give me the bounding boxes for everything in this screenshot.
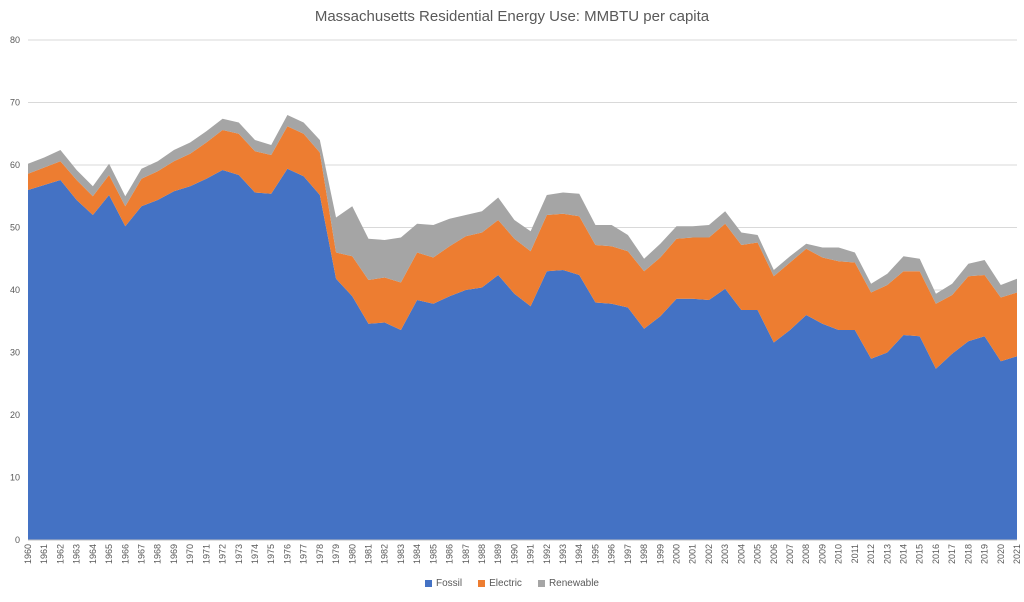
y-tick-label: 80 xyxy=(10,35,20,45)
x-tick-label: 1998 xyxy=(639,544,649,564)
x-tick-label: 2021 xyxy=(1012,544,1022,564)
x-tick-label: 2005 xyxy=(753,544,763,564)
area-fossil xyxy=(28,168,1017,540)
x-tick-label: 1969 xyxy=(169,544,179,564)
x-tick-label: 1966 xyxy=(120,544,130,564)
x-tick-label: 1989 xyxy=(493,544,503,564)
y-tick-label: 20 xyxy=(10,410,20,420)
x-tick-label: 2011 xyxy=(850,544,860,563)
x-tick-label: 1962 xyxy=(55,544,65,564)
x-tick-label: 2006 xyxy=(769,544,779,564)
x-tick-label: 1993 xyxy=(558,544,568,564)
legend: Fossil Electric Renewable xyxy=(0,578,1024,589)
x-tick-label: 2008 xyxy=(801,544,811,564)
y-tick-label: 50 xyxy=(10,223,20,233)
x-tick-label: 1991 xyxy=(526,544,536,564)
x-tick-label: 1972 xyxy=(218,544,228,564)
x-tick-label: 1986 xyxy=(445,544,455,564)
y-tick-label: 60 xyxy=(10,160,20,170)
legend-swatch xyxy=(478,580,486,587)
y-tick-label: 40 xyxy=(10,285,20,295)
x-tick-label: 2012 xyxy=(866,544,876,564)
x-tick-label: 1967 xyxy=(136,544,146,564)
x-tick-label: 1982 xyxy=(380,544,390,564)
x-tick-label: 1996 xyxy=(607,544,617,564)
x-tick-label: 2002 xyxy=(704,544,714,564)
x-tick-label: 2001 xyxy=(688,544,698,564)
x-tick-label: 2007 xyxy=(785,544,795,564)
legend-item-fossil: Fossil xyxy=(425,578,462,589)
x-tick-label: 2015 xyxy=(915,544,925,564)
x-tick-label: 1994 xyxy=(574,544,584,564)
x-tick-label: 2019 xyxy=(980,544,990,564)
x-tick-label: 1988 xyxy=(477,544,487,564)
x-tick-label: 1960 xyxy=(23,544,33,564)
x-tick-label: 2017 xyxy=(947,544,957,564)
y-tick-label: 70 xyxy=(10,98,20,108)
x-tick-label: 1992 xyxy=(542,544,552,564)
x-tick-label: 2003 xyxy=(720,544,730,564)
x-tick-label: 2014 xyxy=(899,544,909,564)
x-tick-label: 1968 xyxy=(153,544,163,564)
x-tick-label: 1970 xyxy=(185,544,195,564)
x-tick-label: 2016 xyxy=(931,544,941,564)
x-tick-label: 1995 xyxy=(590,544,600,564)
x-tick-label: 1963 xyxy=(72,544,82,564)
legend-swatch xyxy=(425,580,433,587)
x-tick-label: 1961 xyxy=(39,544,49,564)
legend-item-electric: Electric xyxy=(478,578,522,589)
x-tick-label: 1964 xyxy=(88,544,98,564)
x-tick-label: 2004 xyxy=(736,544,746,564)
x-tick-label: 1981 xyxy=(363,544,373,564)
x-tick-label: 1978 xyxy=(315,544,325,564)
y-tick-label: 10 xyxy=(10,473,20,483)
x-tick-label: 1976 xyxy=(282,544,292,564)
x-tick-label: 1997 xyxy=(623,544,633,564)
x-tick-label: 1975 xyxy=(266,544,276,564)
x-tick-label: 2013 xyxy=(882,544,892,564)
y-tick-label: 30 xyxy=(10,348,20,358)
x-tick-label: 2020 xyxy=(996,544,1006,564)
x-tick-label: 1987 xyxy=(461,544,471,564)
x-tick-label: 1965 xyxy=(104,544,114,564)
y-tick-label: 0 xyxy=(15,535,20,545)
x-tick-label: 1984 xyxy=(412,544,422,564)
legend-label: Electric xyxy=(489,578,522,589)
x-tick-label: 1983 xyxy=(396,544,406,564)
legend-label: Fossil xyxy=(436,578,463,589)
x-tick-label: 1977 xyxy=(299,544,309,564)
x-tick-label: 1980 xyxy=(347,544,357,564)
legend-item-renewable: Renewable xyxy=(537,578,599,589)
x-tick-label: 2000 xyxy=(672,544,682,564)
x-tick-label: 1990 xyxy=(509,544,519,564)
x-tick-label: 1971 xyxy=(201,544,211,564)
x-tick-label: 1973 xyxy=(234,544,244,564)
x-tick-label: 2010 xyxy=(834,544,844,564)
x-tick-label: 2009 xyxy=(817,544,827,564)
x-tick-label: 1985 xyxy=(428,544,438,564)
x-tick-label: 1979 xyxy=(331,544,341,564)
x-tick-label: 2018 xyxy=(963,544,973,564)
x-tick-label: 1974 xyxy=(250,544,260,564)
x-tick-label: 1999 xyxy=(655,544,665,564)
area-electric xyxy=(28,126,1017,369)
legend-label: Renewable xyxy=(548,578,599,589)
legend-swatch xyxy=(537,580,545,587)
chart-title: Massachusetts Residential Energy Use: MM… xyxy=(314,8,710,25)
